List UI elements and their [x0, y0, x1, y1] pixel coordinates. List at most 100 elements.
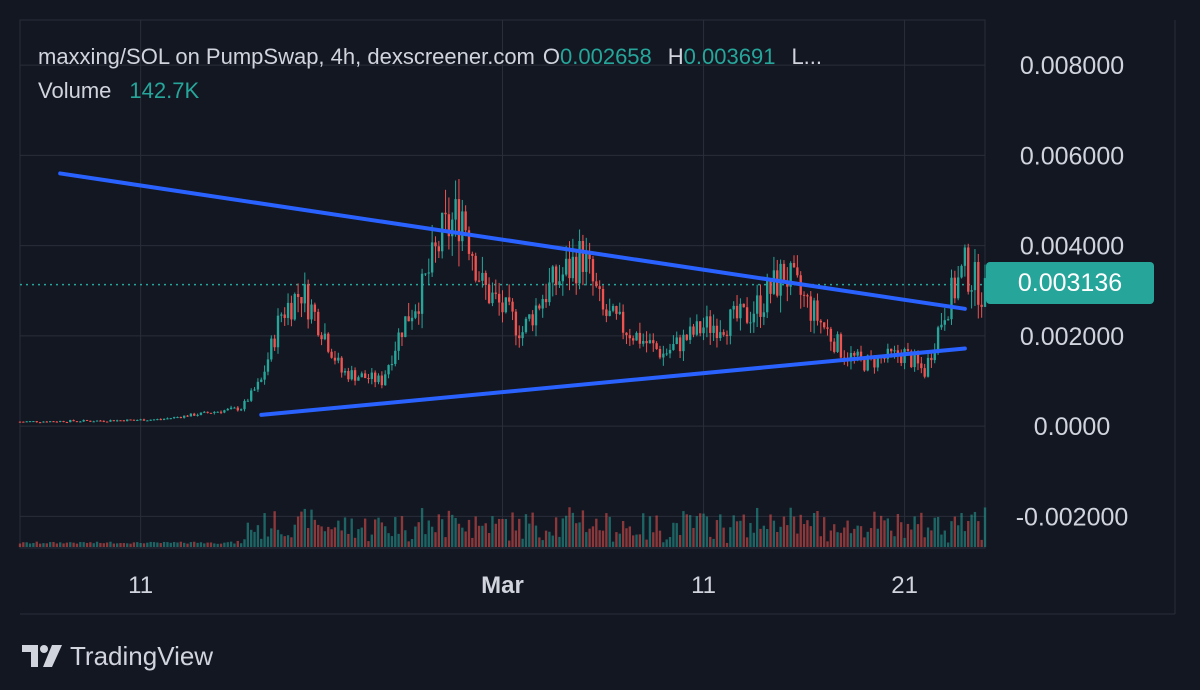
- volume-bar: [712, 538, 715, 547]
- volume-bar: [253, 531, 256, 547]
- volume-bar: [816, 510, 819, 547]
- volume-bar: [142, 543, 146, 547]
- candle-body: [625, 332, 628, 336]
- volume-bar: [92, 543, 95, 547]
- volume-bar: [652, 532, 655, 547]
- volume-bar: [913, 516, 916, 547]
- candle-body: [48, 421, 52, 423]
- volume-bar: [618, 533, 621, 547]
- volume-bar: [598, 530, 601, 547]
- candle-body: [551, 266, 554, 283]
- volume-bar: [675, 523, 678, 547]
- candle-body: [323, 333, 327, 340]
- candle-body: [648, 340, 652, 344]
- volume-bar: [333, 527, 337, 547]
- candle-body: [702, 327, 705, 334]
- volume-bar: [849, 533, 853, 547]
- candle-body: [62, 420, 65, 422]
- volume-bar: [762, 525, 766, 547]
- volume-bar: [136, 542, 139, 547]
- volume-bar: [601, 530, 605, 547]
- volume-bar: [186, 543, 189, 547]
- candle-body: [833, 341, 836, 352]
- candle-body: [588, 252, 591, 260]
- volume-bar: [296, 516, 300, 547]
- volume-bar: [983, 507, 987, 547]
- volume-bar: [38, 543, 42, 547]
- candle-body: [407, 316, 410, 322]
- candle-body: [980, 304, 983, 307]
- volume-bar: [531, 512, 534, 547]
- volume-bar: [497, 518, 501, 547]
- candle-body: [273, 338, 276, 348]
- volume-bar: [625, 528, 628, 547]
- candle-body: [457, 199, 461, 242]
- candle-body: [936, 327, 940, 352]
- candle-body: [367, 378, 370, 380]
- volume-bar: [156, 542, 159, 547]
- candle-body: [72, 420, 75, 422]
- volume-bar: [343, 517, 347, 547]
- volume-bar: [779, 526, 782, 547]
- volume-bar: [668, 536, 672, 547]
- volume-bar: [250, 529, 253, 547]
- volume-bar: [869, 528, 873, 547]
- volume-bar: [464, 531, 467, 547]
- candle-body: [819, 320, 822, 323]
- volume-bar: [447, 510, 451, 547]
- candle-body: [581, 240, 585, 272]
- volume-bar: [477, 525, 481, 547]
- tradingview-brand[interactable]: TradingView: [22, 638, 213, 674]
- candle-body: [722, 332, 725, 335]
- candle-body: [615, 306, 618, 314]
- candle-body: [276, 315, 280, 348]
- candle-body: [692, 326, 695, 335]
- candle-body: [35, 421, 38, 423]
- volume-bar: [973, 511, 977, 547]
- candle-body: [172, 417, 176, 419]
- volume-bar: [397, 533, 400, 547]
- volume-bar: [434, 532, 437, 547]
- candle-body: [494, 292, 497, 294]
- volume-bar: [786, 525, 789, 547]
- candle-body: [766, 281, 769, 313]
- candle-body: [95, 420, 99, 422]
- candle-body: [484, 272, 487, 285]
- volume-bar: [270, 528, 273, 547]
- volume-bar: [699, 513, 702, 547]
- candle-body: [239, 409, 243, 411]
- candle-body: [715, 325, 719, 339]
- candle-body: [950, 277, 953, 320]
- volume-bar: [420, 508, 424, 547]
- candle-body: [886, 348, 890, 359]
- volume-bar: [85, 542, 89, 547]
- volume-bar: [260, 538, 263, 547]
- candle-body: [142, 419, 146, 421]
- volume-bar: [534, 525, 538, 547]
- legend-truncated: L...: [791, 44, 823, 69]
- candle-body: [226, 408, 229, 411]
- candle-body: [236, 407, 239, 411]
- candle-body: [628, 335, 631, 339]
- candle-body: [59, 420, 62, 422]
- volume-bar: [273, 511, 276, 547]
- candle-body: [203, 411, 206, 413]
- trendline: [259, 346, 967, 417]
- legend-high-value: 0.003691: [683, 44, 776, 69]
- candle-body: [283, 314, 286, 318]
- volume-bar: [317, 524, 320, 547]
- candle-body: [122, 420, 126, 422]
- volume-bar: [203, 543, 206, 547]
- volume-bar: [561, 518, 564, 547]
- volume-bar: [719, 514, 722, 547]
- candle-body: [481, 272, 484, 281]
- volume-bar: [963, 531, 967, 547]
- candle-body: [250, 390, 253, 401]
- volume-bar: [59, 542, 62, 547]
- candle-body: [571, 256, 575, 279]
- volume-bar: [323, 531, 327, 547]
- candle-body: [839, 334, 843, 358]
- candle-body: [719, 332, 722, 339]
- volume-bar: [119, 543, 122, 547]
